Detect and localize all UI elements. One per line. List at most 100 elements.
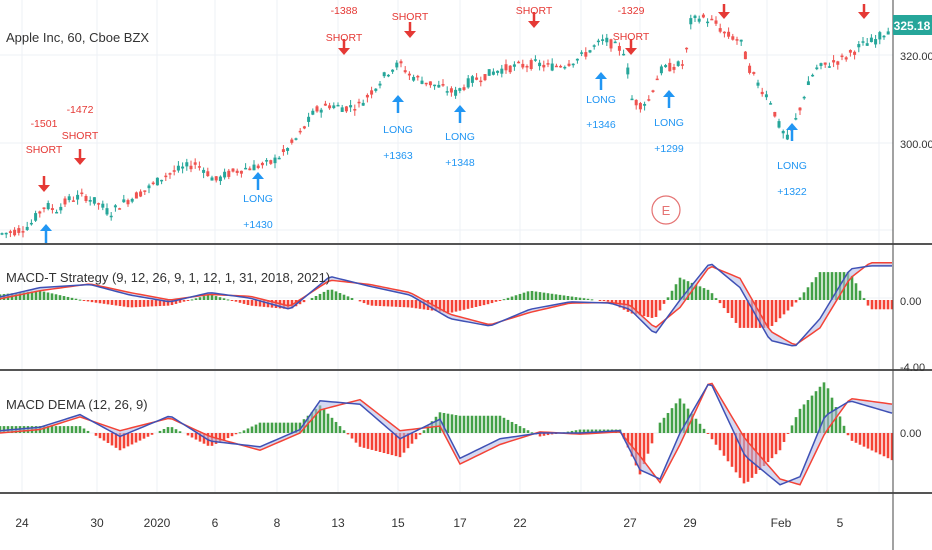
candle-body — [239, 170, 243, 174]
histogram-bar — [814, 391, 818, 433]
histogram-bar — [514, 295, 518, 300]
histogram-bar — [174, 300, 178, 304]
short-arrow-head-icon — [625, 48, 637, 55]
candle-body — [748, 65, 752, 73]
histogram-bar — [438, 300, 442, 312]
histogram-bar — [826, 272, 830, 300]
histogram-bar — [858, 433, 862, 445]
histogram-bar — [466, 300, 470, 309]
histogram-bar — [538, 292, 542, 300]
candle-body — [46, 203, 50, 210]
candle-body — [722, 31, 726, 34]
histogram-bar — [530, 432, 534, 434]
histogram-bar — [782, 300, 786, 315]
histogram-bar — [474, 300, 478, 307]
candle-body — [416, 75, 420, 78]
histogram-bar — [854, 433, 858, 443]
signal-profit-label: +1430 — [243, 219, 273, 231]
histogram-bar — [382, 433, 386, 454]
histogram-bar — [702, 428, 706, 433]
candle-body — [34, 213, 38, 221]
histogram-bar — [470, 415, 474, 433]
histogram-bar — [802, 404, 806, 433]
candle-body — [244, 167, 248, 170]
short-signal[interactable]: -1472 SHORT — [62, 104, 99, 165]
time-axis-label: 29 — [683, 516, 697, 530]
long-signal[interactable]: LONG +1348 — [445, 105, 475, 169]
candle-body — [466, 78, 470, 88]
long-signal[interactable]: LONG +1363 — [383, 95, 413, 162]
earnings-marker[interactable] — [651, 195, 681, 225]
short-signal[interactable]: -1388 SHORT — [326, 5, 363, 55]
short-signal[interactable]: -1501 SHORT — [26, 118, 63, 192]
histogram-bar — [398, 433, 402, 458]
short-signal[interactable]: -1329 SHORT — [613, 5, 650, 55]
histogram-bar — [362, 433, 366, 448]
histogram-bar — [138, 300, 142, 307]
histogram-bar — [238, 300, 242, 303]
candle-body — [294, 138, 298, 140]
histogram-bar — [242, 430, 246, 433]
histogram-bar — [402, 433, 406, 453]
histogram-bar — [506, 297, 510, 300]
candle-body — [764, 94, 768, 98]
long-signal[interactable]: LONG +1322 — [777, 123, 807, 198]
histogram-bar — [386, 433, 390, 455]
candle-body — [109, 215, 113, 218]
histogram-bar — [642, 300, 646, 317]
candle-body — [386, 74, 390, 77]
histogram-bar — [186, 300, 190, 301]
macd-dema-pane — [0, 382, 894, 486]
signal-profit-label: +1363 — [383, 150, 413, 162]
long-signal[interactable]: LONG +1346 — [586, 72, 616, 131]
histogram-bar — [750, 300, 754, 328]
candle-body — [151, 182, 155, 185]
histogram-bar — [718, 300, 722, 304]
macd-line — [0, 263, 892, 347]
time-axis: 24 30 2020 6 8 13 15 17 22 27 29 Feb 5 — [15, 516, 843, 530]
candle-body — [542, 64, 546, 68]
histogram-bar — [410, 433, 414, 444]
histogram-bar — [290, 422, 294, 433]
histogram-bar — [70, 426, 74, 433]
histogram-bar — [662, 300, 666, 304]
candle-body — [773, 111, 777, 117]
histogram-bar — [334, 421, 338, 433]
histogram-bar — [0, 426, 2, 433]
long-signal[interactable]: LONG +1299 — [654, 90, 684, 155]
candle-body — [88, 199, 92, 202]
histogram-bar — [34, 291, 38, 300]
candle-body — [647, 99, 651, 101]
candle-body — [710, 18, 714, 21]
candle-body — [113, 205, 117, 208]
time-axis-label: 13 — [331, 516, 345, 530]
histogram-bar — [2, 426, 6, 433]
candle-body — [630, 98, 634, 101]
candle-body — [470, 76, 474, 83]
histogram-bar — [150, 300, 154, 307]
candle-body — [449, 88, 453, 93]
candle-body — [17, 228, 21, 233]
histogram-bar — [454, 415, 458, 433]
histogram-bar — [134, 300, 138, 308]
short-signal[interactable]: SHORT — [516, 5, 553, 28]
histogram-bar — [582, 298, 586, 300]
histogram-bar — [102, 300, 106, 304]
candle-body — [302, 126, 306, 129]
long-signal[interactable]: LONG +1430 — [243, 172, 273, 231]
histogram-bar — [470, 300, 474, 308]
candle-body — [290, 139, 294, 143]
candle-body — [517, 61, 521, 64]
candle-body — [357, 101, 361, 104]
histogram-bar — [74, 426, 78, 433]
indicator2-title: MACD DEMA (12, 26, 9) — [6, 397, 148, 412]
histogram-bar — [490, 300, 494, 304]
short-signal[interactable]: SHORT — [392, 11, 429, 38]
histogram-bar — [218, 297, 222, 300]
histogram-bar — [714, 433, 718, 445]
histogram-bar — [810, 282, 814, 300]
candle-body — [97, 203, 101, 205]
histogram-bar — [874, 300, 878, 310]
candle-body — [601, 39, 605, 41]
